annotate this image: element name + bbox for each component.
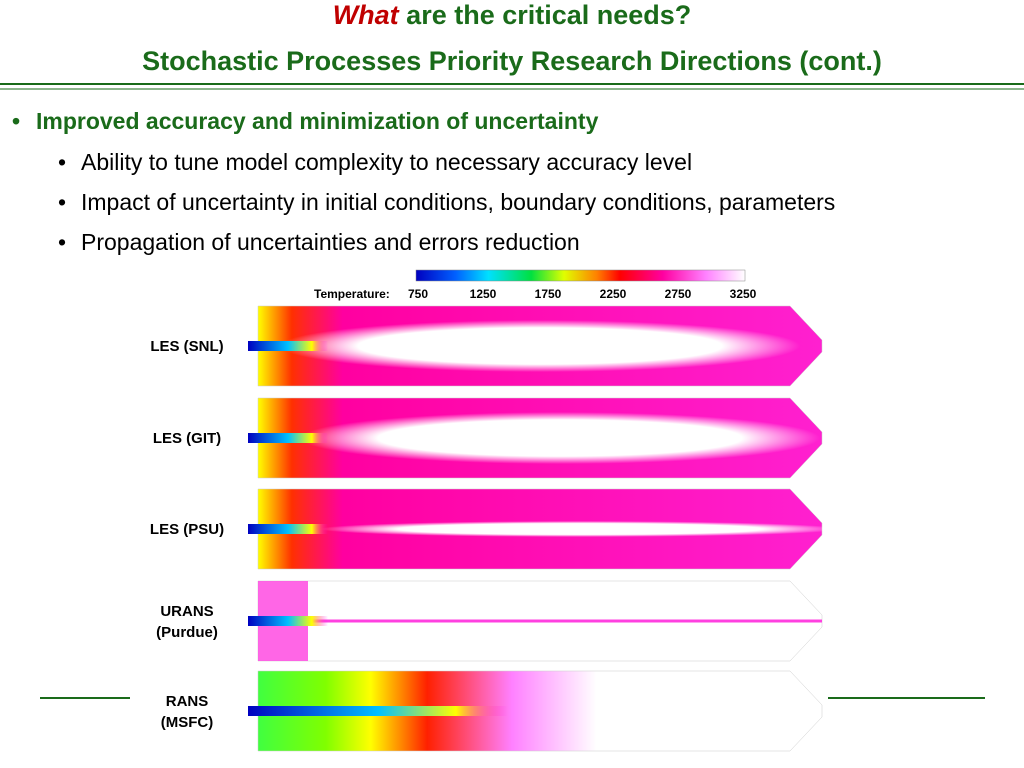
bullet-dot: • <box>58 149 66 175</box>
jet <box>248 341 328 351</box>
colorbar-tick: 2750 <box>665 287 692 301</box>
colorbar-tick: 750 <box>408 287 428 301</box>
colorbar-ticks: 750 1250 1750 2250 2750 3250 <box>408 287 757 301</box>
hot-core <box>320 521 840 537</box>
bullet-sub: Impact of uncertainty in initial conditi… <box>81 189 835 215</box>
bullet-dot: • <box>58 229 66 255</box>
bullet-dot: • <box>12 108 20 134</box>
panel-label: LES (SNL) <box>150 338 223 355</box>
colorbar-tick: 2250 <box>600 287 627 301</box>
panel-label: RANS <box>166 693 209 710</box>
bullet-sub: Propagation of uncertainties and errors … <box>81 229 580 255</box>
colorbar-label: Temperature: <box>314 287 390 301</box>
simulation-panel <box>257 670 823 752</box>
bullet-main: Improved accuracy and minimization of un… <box>36 108 599 134</box>
subtitle: Stochastic Processes Priority Research D… <box>142 46 882 76</box>
colorbar-tick: 1750 <box>535 287 562 301</box>
panels: LES (SNL) LES (GIT) LES (PSU) URANS (Purdue)… <box>150 305 840 752</box>
panel-label: LES (PSU) <box>150 521 224 538</box>
jet <box>248 616 328 626</box>
title: What are the critical needs? <box>333 0 692 30</box>
hot-core <box>280 320 800 372</box>
jet <box>248 433 328 443</box>
colorbar <box>415 269 746 282</box>
panel-label: (Purdue) <box>156 624 218 641</box>
title-rest: are the critical needs? <box>399 0 692 30</box>
panel-label: LES (GIT) <box>153 430 221 447</box>
bullet-dot: • <box>58 189 66 215</box>
title-emphasis: What <box>333 0 400 30</box>
colorbar-tick: 1250 <box>470 287 497 301</box>
bullet-sub: Ability to tune model complexity to nece… <box>81 149 692 175</box>
jet <box>248 706 508 716</box>
hot-core <box>300 412 820 464</box>
sub-bullets: • Ability to tune model complexity to nec… <box>58 149 835 255</box>
jet <box>248 524 328 534</box>
colorbar-tick: 3250 <box>730 287 757 301</box>
panel-label: (MSFC) <box>161 714 214 731</box>
panel-label: URANS <box>160 603 213 620</box>
